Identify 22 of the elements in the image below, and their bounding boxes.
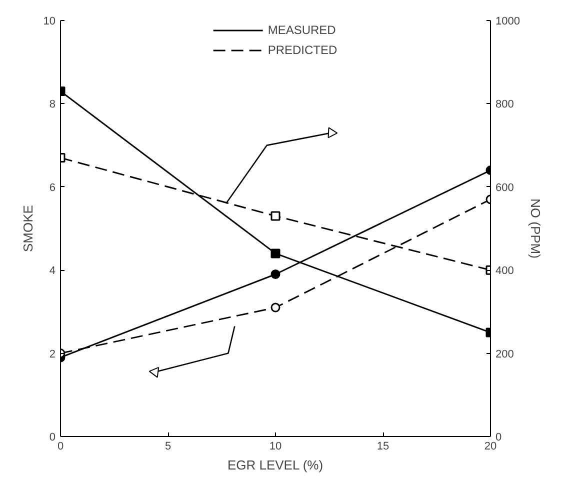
- x-tick-label: 20: [484, 440, 497, 452]
- y-axis-title: SMOKE: [20, 204, 36, 252]
- y2-tick-label: 600: [496, 182, 514, 194]
- legend-label: MEASURED: [268, 23, 336, 37]
- y-tick-label: 2: [49, 348, 56, 360]
- y-tick-label: 10: [43, 16, 56, 28]
- x-tick-label: 15: [376, 440, 390, 452]
- x-tick-label: 5: [164, 440, 172, 452]
- y-tick-label: 4: [49, 265, 56, 278]
- y2-tick-label: 200: [496, 348, 514, 360]
- y-tick-label: 6: [49, 182, 56, 194]
- y2-tick-label: 400: [496, 265, 514, 278]
- y2-tick-label: 1000: [496, 16, 520, 28]
- x-tick-label: 10: [269, 440, 282, 452]
- x-axis-title: EGR LEVEL (%): [227, 458, 324, 472]
- y2-tick-label: 0: [496, 432, 502, 444]
- x-tick-label: 0: [57, 440, 64, 452]
- y-tick-label: 0: [49, 432, 56, 444]
- y2-tick-label: 800: [496, 98, 514, 111]
- y-tick-label: 8: [49, 98, 56, 111]
- y2-axis-title: NO (PPM): [528, 198, 543, 258]
- legend-label: PREDICTED: [268, 43, 338, 57]
